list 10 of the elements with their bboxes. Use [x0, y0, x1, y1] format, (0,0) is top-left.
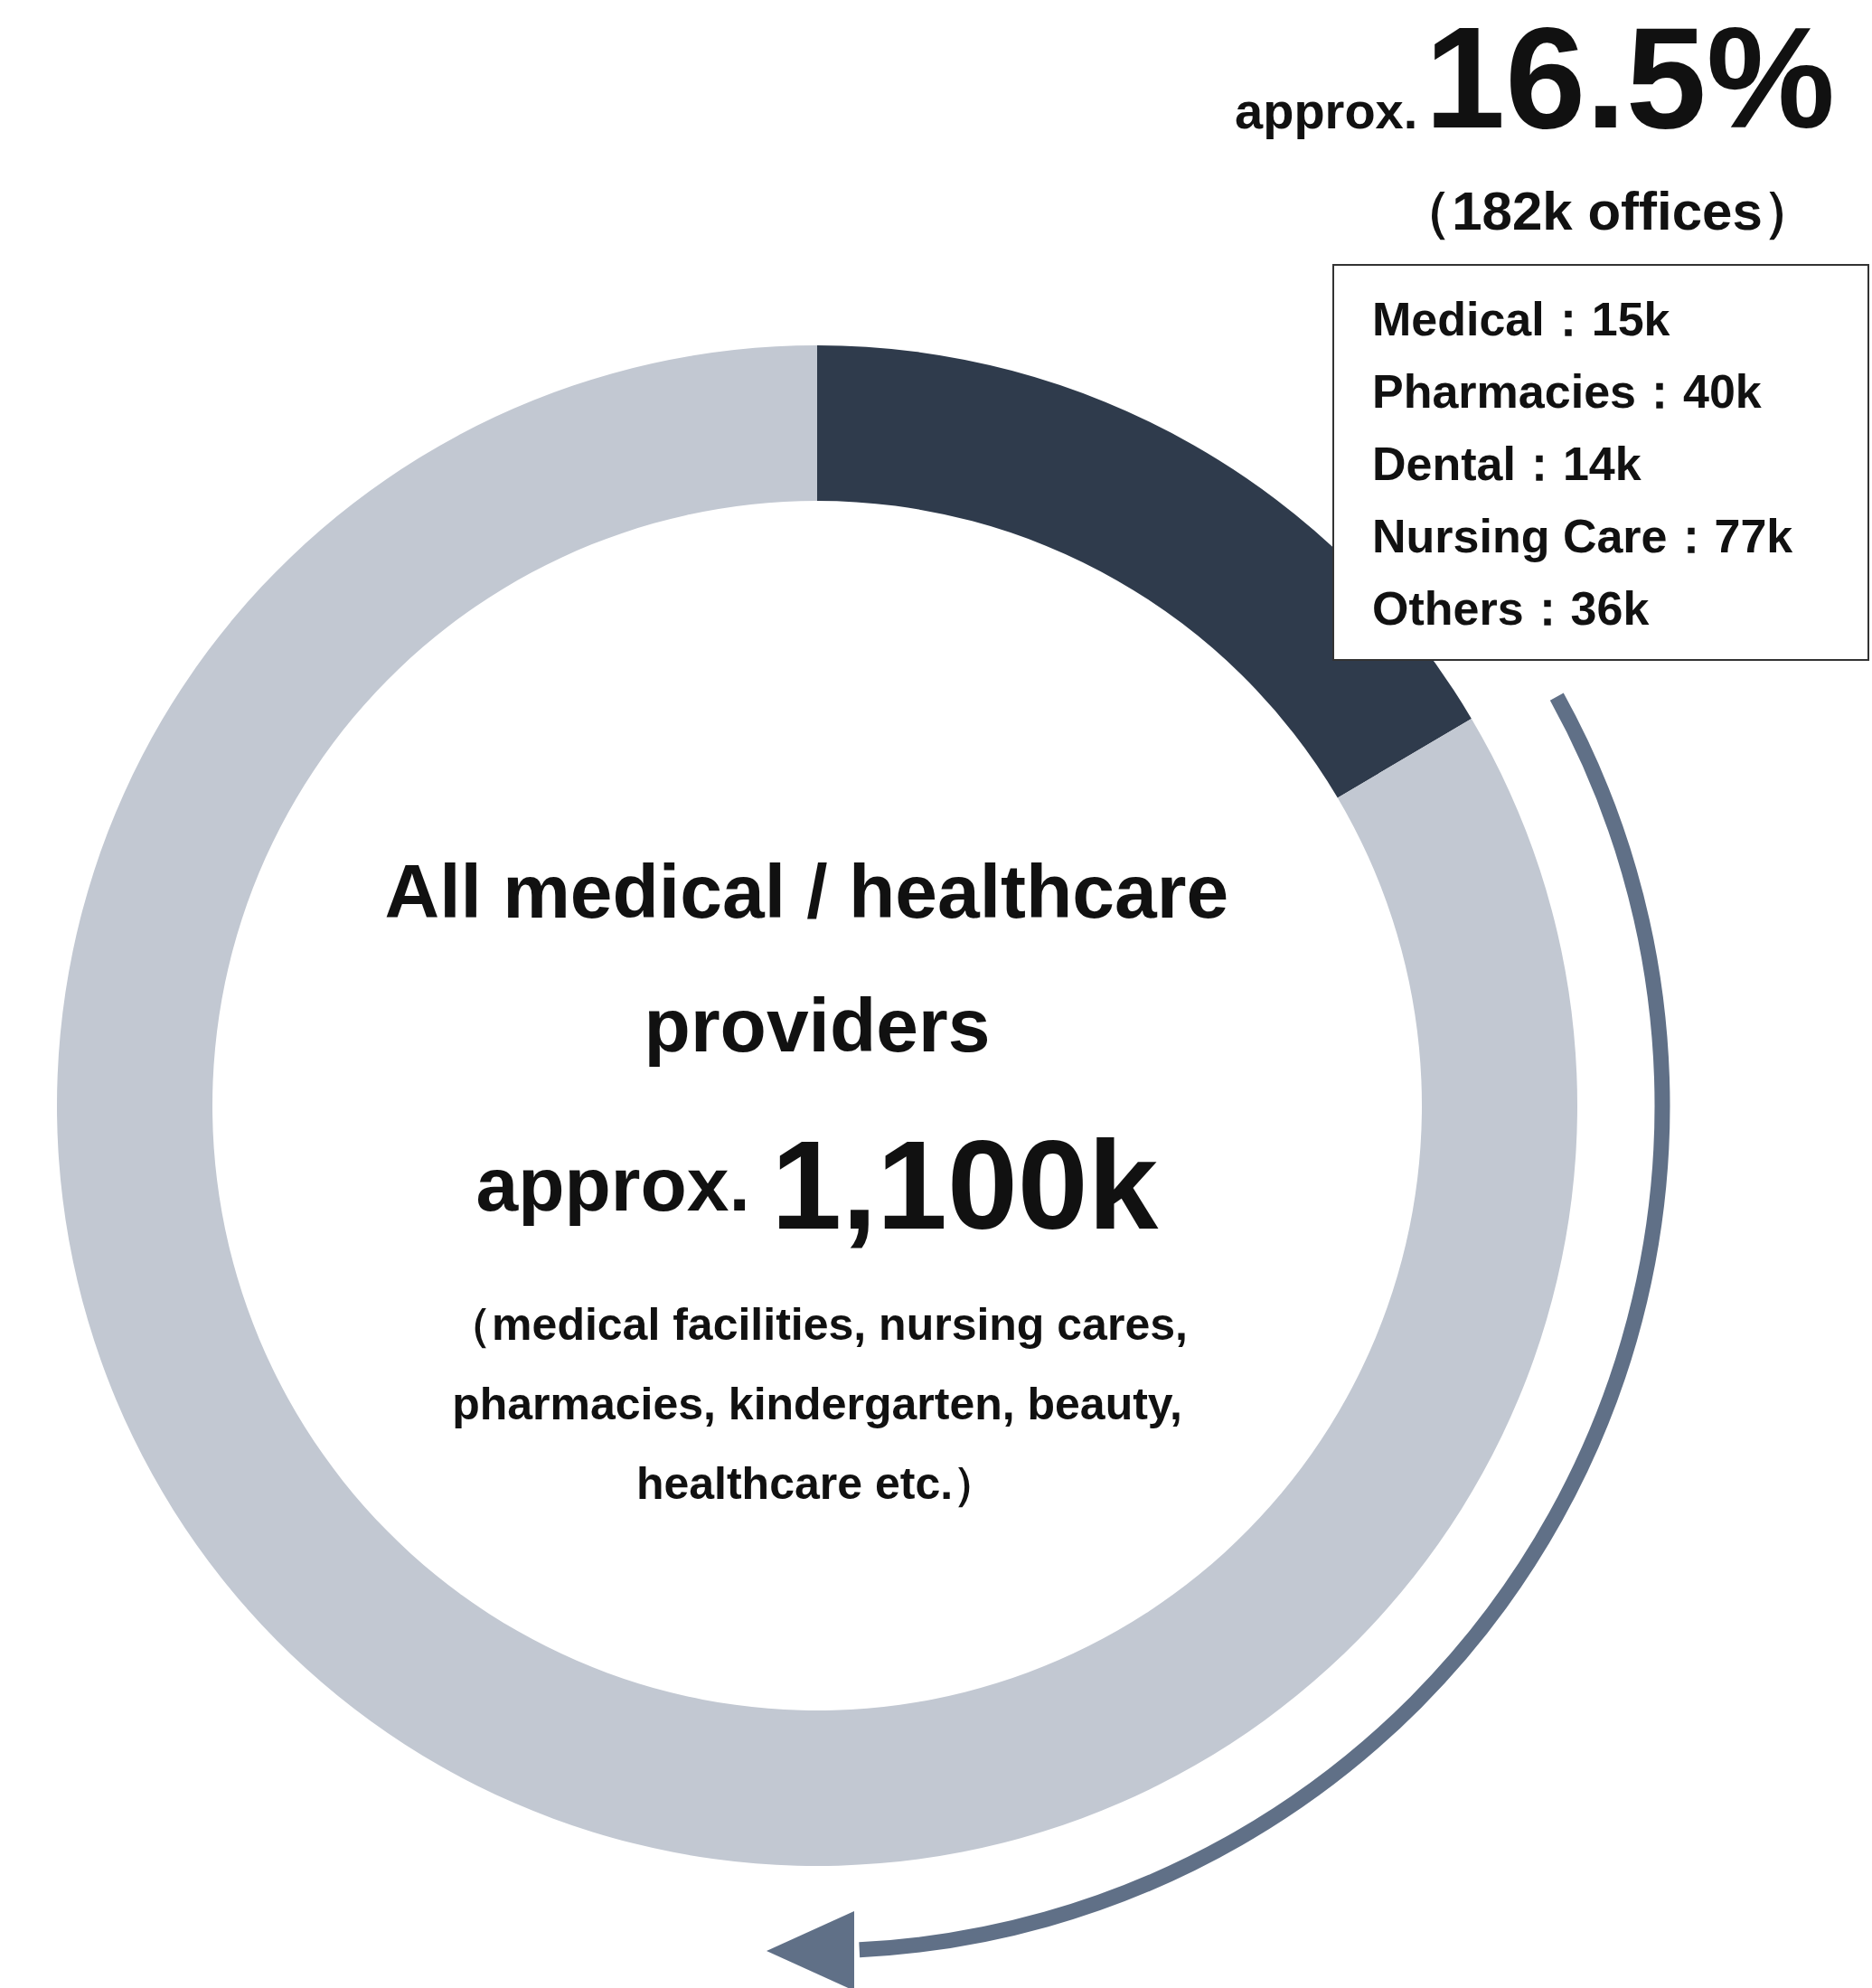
text: Dental：14k	[1372, 438, 1642, 490]
text: Medical：15k	[1372, 293, 1670, 345]
text: Others：36k	[1372, 582, 1650, 635]
text: Nursing Care：77k	[1372, 510, 1793, 562]
text: （182k offices）	[1397, 180, 1817, 241]
data-label: 16.5%	[1425, 0, 1835, 158]
text: Pharmacies：40k	[1372, 365, 1762, 418]
text: （medical facilities, nursing cares, pharmacies, kindergarten, beauty, healthcare etc.）	[439, 1299, 1195, 1509]
text: approx.	[1235, 81, 1418, 139]
text: approx. 1,100k	[475, 1113, 1159, 1256]
